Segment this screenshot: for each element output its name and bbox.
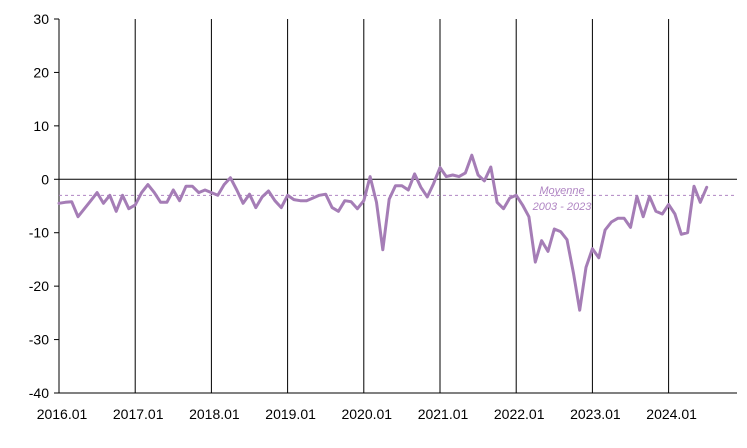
x-tick-label: 2024.01: [646, 406, 697, 422]
y-tick-label: 20: [33, 64, 49, 80]
average-period-label: 2003 - 2023: [532, 201, 593, 213]
vertical-grid: [134, 19, 670, 393]
y-tick-label: -30: [29, 332, 49, 348]
x-tick-label: 2021.01: [418, 406, 469, 422]
y-tick-label: -10: [29, 225, 49, 241]
x-tick-label: 2020.01: [341, 406, 392, 422]
average-reference: Moyenne 2003 - 2023: [59, 185, 737, 213]
x-tick-label: 2022.01: [494, 406, 545, 422]
y-tick-label: 30: [33, 11, 49, 27]
y-tick-label: 0: [41, 171, 49, 187]
y-tick-label: -20: [29, 278, 49, 294]
x-tick-label: 2023.01: [570, 406, 621, 422]
series-line: [57, 153, 709, 312]
x-tick-label: 2017.01: [113, 406, 164, 422]
y-tick-label: -40: [29, 385, 49, 401]
x-tick-label: 2018.01: [189, 406, 240, 422]
series-layer: [57, 153, 709, 312]
average-label: Moyenne: [539, 185, 584, 197]
x-tick-label: 2016.01: [37, 406, 88, 422]
y-tick-label: 10: [33, 118, 49, 134]
axes: [54, 18, 737, 394]
tick-labels: 30 20 10 0 -10 -20 -30 -40 2016.01 2017.01 2018.01…: [29, 11, 697, 422]
x-tick-label: 2019.01: [265, 406, 316, 422]
